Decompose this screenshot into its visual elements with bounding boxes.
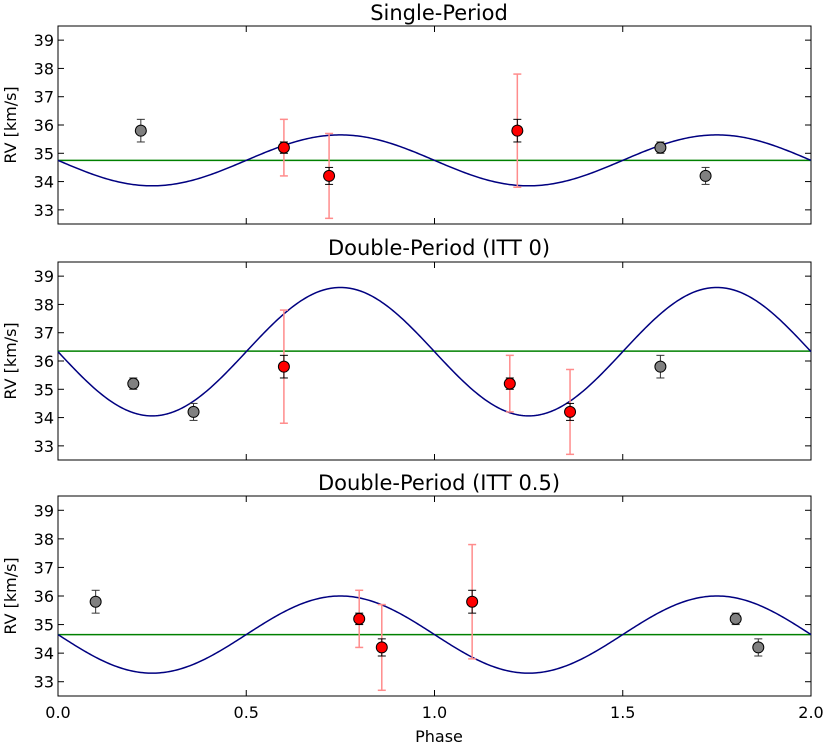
red-data-point <box>323 169 336 182</box>
panel-double-period-itt05: Double-Period (ITT 0.5) RV [km/s] 33 34 35… <box>1 471 824 722</box>
red-data-point <box>277 360 290 373</box>
y-tick-label: 38 <box>34 59 54 78</box>
y-tick-label: 39 <box>34 31 54 50</box>
y-axis-label: RV [km/s] <box>1 322 20 399</box>
gray-data-point <box>187 405 200 418</box>
gray-data-point <box>752 641 765 654</box>
red-data-point <box>466 595 479 608</box>
y-tick-label: 35 <box>34 144 54 163</box>
y-tick-label: 37 <box>34 88 54 107</box>
gray-data-point <box>654 141 667 154</box>
gray-data-point <box>654 360 667 373</box>
red-data-point <box>375 641 388 654</box>
red-data-point <box>564 405 577 418</box>
plot-frame <box>57 261 812 461</box>
y-axis-label: RV [km/s] <box>1 557 20 634</box>
y-tick-label: 39 <box>34 267 54 286</box>
y-tick-label: 39 <box>34 501 54 520</box>
model-curve <box>57 286 812 417</box>
panel-single-period: Single-Period RV [km/s] 33 34 35 36 37 38 39 <box>1 1 812 225</box>
y-axis-label: RV [km/s] <box>1 86 20 163</box>
y-tick-label: 34 <box>34 409 54 428</box>
y-tick-label: 38 <box>34 530 54 549</box>
y-tick-label: 34 <box>34 644 54 663</box>
y-tick-label: 33 <box>34 673 54 692</box>
y-tick-label: 33 <box>34 201 54 220</box>
y-tick-label: 38 <box>34 295 54 314</box>
panel-title: Single-Period <box>370 1 508 25</box>
gray-data-point <box>699 169 712 182</box>
y-tick-label: 37 <box>34 558 54 577</box>
x-tick-label: 0.0 <box>45 703 70 722</box>
y-tick-label: 36 <box>34 587 54 606</box>
y-tick-label: 35 <box>34 616 54 635</box>
x-tick-label: 2.0 <box>798 703 823 722</box>
red-data-point <box>511 124 524 137</box>
x-tick-label: 1.5 <box>610 703 635 722</box>
gray-data-point <box>729 612 742 625</box>
x-tick-label: 1.0 <box>422 703 447 722</box>
plot-frame <box>57 25 812 225</box>
red-data-point <box>277 141 290 154</box>
y-tick-label: 34 <box>34 173 54 192</box>
y-tick-label: 35 <box>34 380 54 399</box>
model-curve <box>57 595 812 674</box>
panel-title: Double-Period (ITT 0) <box>328 236 550 260</box>
y-tick-label: 36 <box>34 116 54 135</box>
y-tick-label: 36 <box>34 352 54 371</box>
y-tick-label: 33 <box>34 437 54 456</box>
model-curve <box>57 134 812 187</box>
panel-title: Double-Period (ITT 0.5) <box>318 471 560 495</box>
gray-data-point <box>134 124 147 137</box>
red-data-point <box>353 612 366 625</box>
plot-frame <box>57 495 812 697</box>
gray-data-point <box>127 377 140 390</box>
y-tick-label: 37 <box>34 324 54 343</box>
panel-double-period-itt0: Double-Period (ITT 0) RV [km/s] 33 34 35 36… <box>1 236 812 461</box>
gray-data-point <box>89 595 102 608</box>
red-data-point <box>503 377 516 390</box>
x-tick-label: 0.5 <box>234 703 259 722</box>
x-axis-label: Phase <box>415 727 463 745</box>
